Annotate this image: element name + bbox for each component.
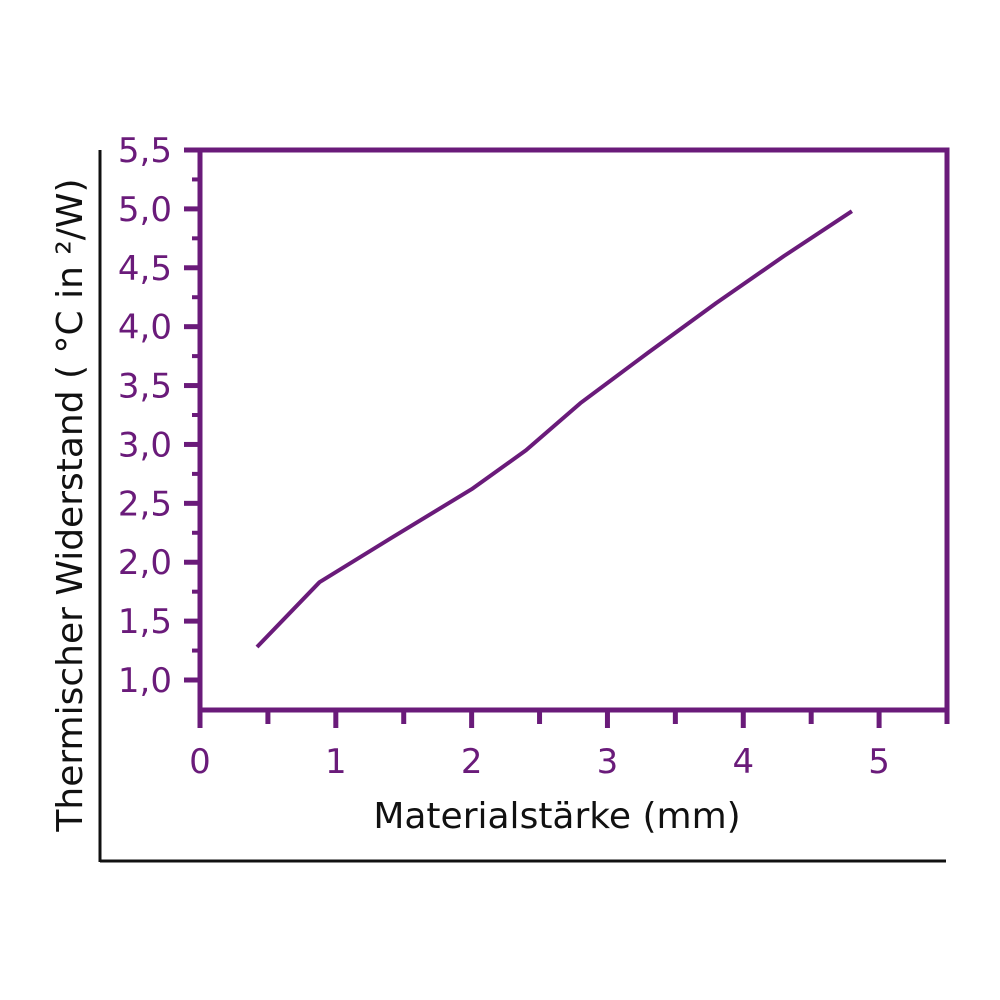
- plot-frame: [197, 147, 950, 713]
- y-ticks: [184, 147, 200, 683]
- outer-axes: [98, 150, 946, 863]
- y-tick-label-2: 2,0: [118, 543, 172, 583]
- y-tick-label-1: 1,5: [118, 602, 172, 642]
- y-tick-label-9: 5,5: [118, 131, 172, 171]
- y-tick-label-4: 3,0: [118, 425, 172, 465]
- x-tick-label-2: 2: [461, 742, 483, 782]
- y-axis-title: Thermischer Widerstand ( °C in ²/W): [50, 178, 91, 832]
- x-tick-label-4: 4: [732, 742, 754, 782]
- x-tick-labels: 0 1 2 3 4 5: [189, 742, 890, 782]
- series-layer: [255, 209, 854, 649]
- series-line-0: [255, 209, 854, 649]
- x-tick-label-5: 5: [868, 742, 890, 782]
- x-tick-label-1: 1: [325, 742, 347, 782]
- x-axis-title: Materialstärke (mm): [373, 796, 740, 837]
- y-tick-label-7: 4,5: [118, 249, 172, 289]
- y-tick-label-8: 5,0: [118, 190, 172, 230]
- x-tick-label-3: 3: [597, 742, 619, 782]
- y-tick-label-5: 3,5: [118, 367, 172, 407]
- y-tick-label-6: 4,0: [118, 308, 172, 348]
- x-tick-label-0: 0: [189, 742, 211, 782]
- y-tick-label-3: 2,5: [118, 484, 172, 524]
- y-tick-labels: 1,0 1,5 2,0 2,5 3,0 3,5 4,0 4,5 5,0 5,5: [118, 131, 172, 701]
- y-tick-label-0: 1,0: [118, 661, 172, 701]
- x-ticks: [197, 710, 950, 728]
